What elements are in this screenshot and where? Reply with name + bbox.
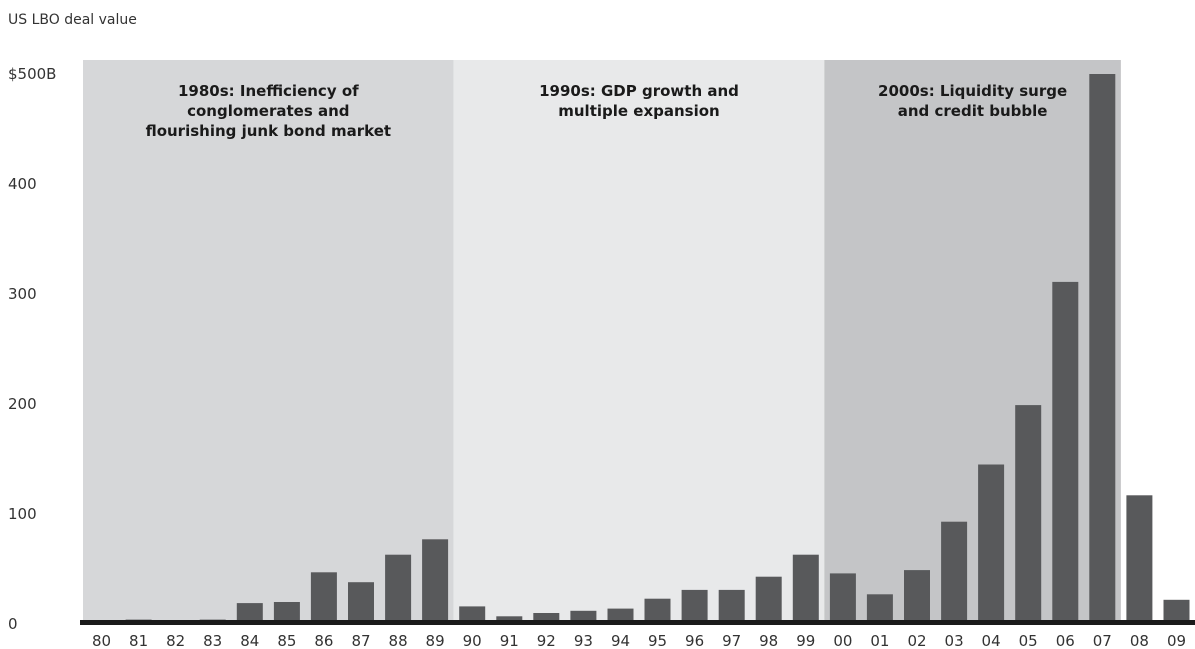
era-label-line: multiple expansion [558,102,719,120]
y-tick-label: 300 [8,285,37,303]
x-tick-label: 00 [833,632,852,649]
x-tick-label: 99 [796,632,815,649]
x-axis-line [80,620,1195,625]
era-label-line: flourishing junk bond market [146,122,391,140]
x-tick-label: 96 [685,632,704,649]
x-tick-label: 92 [537,632,556,649]
x-tick-label: 94 [611,632,630,649]
x-tick-label: 85 [277,632,296,649]
x-tick-label: 80 [92,632,111,649]
x-tick-label: 97 [722,632,741,649]
x-tick-label: 08 [1130,632,1149,649]
era-label-line: 1990s: GDP growth and [539,82,739,100]
x-tick-label: 07 [1093,632,1112,649]
x-tick-label: 90 [463,632,482,649]
era-band-2 [453,60,825,620]
x-tick-label: 98 [759,632,778,649]
x-tick-label: 88 [389,632,408,649]
y-tick-label: 200 [8,395,37,413]
x-tick-label: 02 [907,632,926,649]
bar-89 [422,539,449,624]
bar-09 [1163,599,1190,624]
x-tick-label: 83 [203,632,222,649]
x-tick-label: 05 [1019,632,1038,649]
x-tick-label: 86 [314,632,333,649]
era-label-line: 1980s: Inefficiency of [178,82,359,100]
y-axis: 0 100 200 300 400 $500B [8,65,56,633]
bar-07 [1089,74,1116,624]
bar-06 [1052,281,1079,624]
bar-03 [941,521,968,624]
y-tick-label: 0 [8,615,18,633]
bar-97 [718,589,745,624]
era-label-line: and credit bubble [898,102,1048,120]
x-tick-label: 93 [574,632,593,649]
x-tick-label: 91 [500,632,519,649]
era-label-2: 1990s: GDP growth and multiple expansion [539,82,739,120]
era-band-1 [83,60,454,620]
x-tick-label: 81 [129,632,148,649]
bar-92 [533,613,560,624]
bar-05 [1015,405,1042,624]
x-tick-label: 04 [982,632,1001,649]
x-tick-label: 82 [166,632,185,649]
x-axis: 80 81 82 83 84 85 86 87 88 89 90 91 92 93 94 95 96 97 98 99… [80,620,1195,649]
bar-90 [459,606,486,624]
x-tick-label: 03 [945,632,964,649]
y-tick-label: 400 [8,175,37,193]
era-label-1: 1980s: Inefficiency of conglomerates and f… [146,82,391,140]
era-label-line: conglomerates and [187,102,349,120]
bar-99 [792,554,819,624]
bar-98 [755,576,782,624]
x-tick-label: 84 [240,632,259,649]
x-tick-label: 89 [426,632,445,649]
bar-96 [681,589,708,624]
y-tick-label: 100 [8,505,37,523]
x-tick-label: 95 [648,632,667,649]
bar-88 [385,554,412,624]
era-label-line: 2000s: Liquidity surge [878,82,1067,100]
y-tick-label: $500B [8,65,56,83]
era-label-3: 2000s: Liquidity surge and credit bubble [878,82,1067,120]
bar-00 [829,573,856,624]
bar-08 [1126,495,1153,624]
chart-title: US LBO deal value [8,12,137,28]
bar-01 [866,594,893,624]
bar-85 [273,602,300,624]
bar-95 [644,598,671,624]
era-labels: 1980s: Inefficiency of conglomerates and f… [146,82,1068,140]
bar-87 [348,582,374,624]
x-tick-label: 01 [870,632,889,649]
x-tick-label: 87 [351,632,370,649]
x-tick-label: 09 [1167,632,1186,649]
bar-04 [978,464,1005,624]
bar-84 [236,603,263,624]
x-tick-label: 06 [1056,632,1075,649]
bar-02 [904,570,930,624]
bar-86 [310,572,337,624]
